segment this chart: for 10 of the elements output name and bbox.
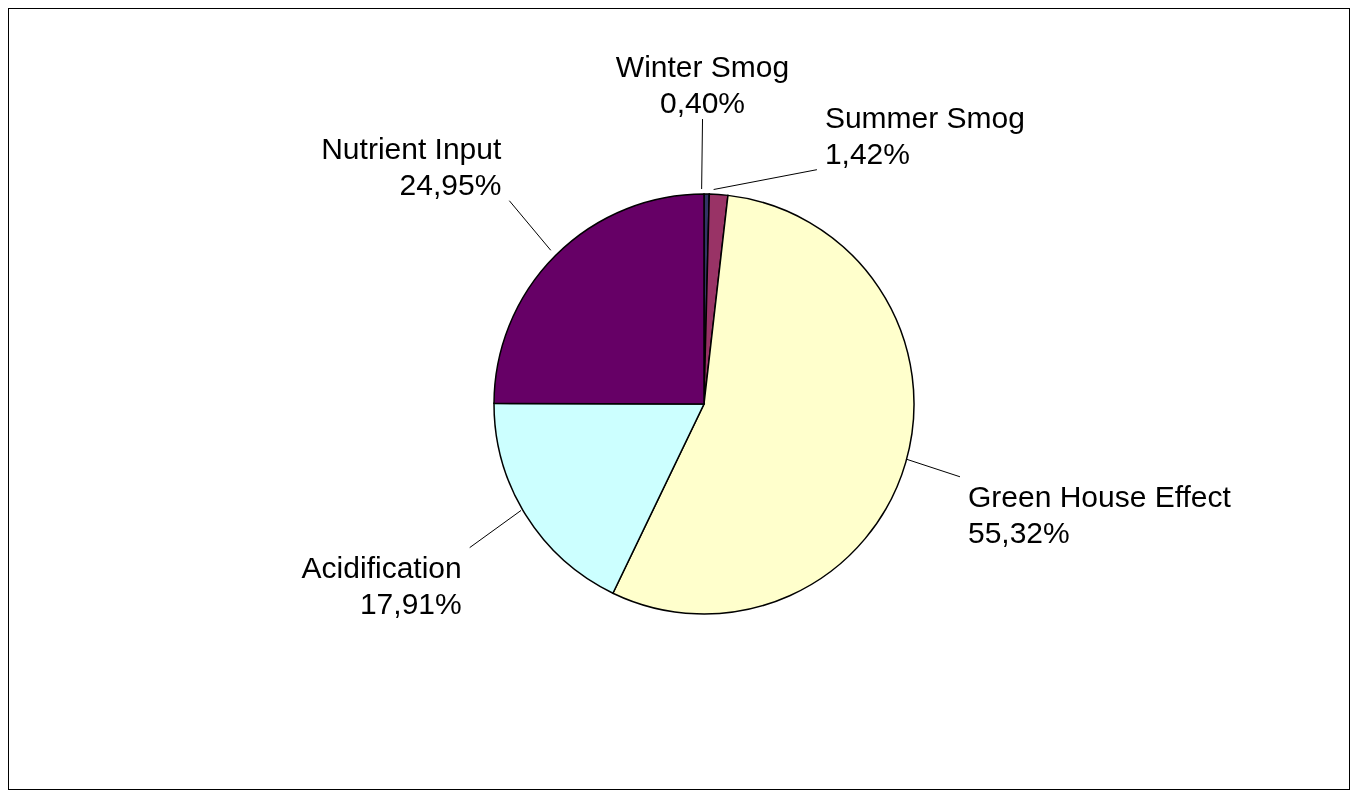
data-label: 24,95% (399, 167, 502, 201)
slice-label: Winter Smog (615, 50, 790, 84)
data-label: 17,91% (359, 586, 462, 620)
data-label: 55,32% (967, 515, 1070, 549)
slice-label: Nutrient Input (321, 131, 502, 165)
slice-label: Summer Smog (824, 100, 1025, 134)
data-label: 0,40% (659, 86, 746, 120)
slice-label: Acidification (301, 550, 462, 584)
data-label: 1,42% (824, 136, 910, 170)
slice-label: Green House Effect (967, 479, 1232, 513)
